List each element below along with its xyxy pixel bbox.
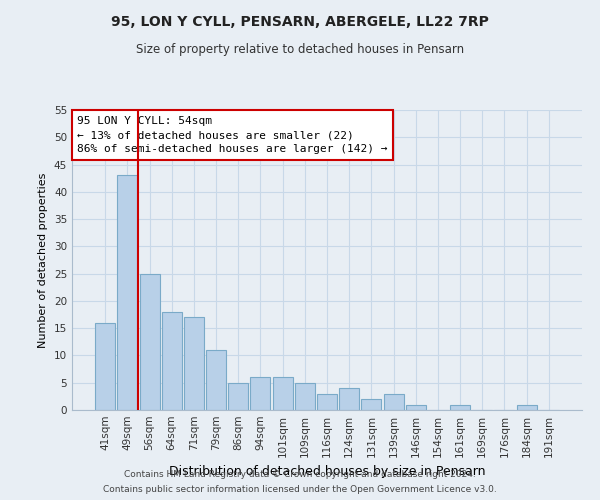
Bar [406,404,426,410]
Bar [184,318,204,410]
Bar [317,394,337,410]
Bar [228,382,248,410]
Bar [250,378,271,410]
Text: Contains HM Land Registry data © Crown copyright and database right 2024.: Contains HM Land Registry data © Crown c… [124,470,476,479]
Bar [162,312,182,410]
Bar [140,274,160,410]
Text: Contains public sector information licensed under the Open Government Licence v3: Contains public sector information licen… [103,485,497,494]
Y-axis label: Number of detached properties: Number of detached properties [38,172,49,348]
Bar [517,404,536,410]
Text: 95 LON Y CYLL: 54sqm
← 13% of detached houses are smaller (22)
86% of semi-detac: 95 LON Y CYLL: 54sqm ← 13% of detached h… [77,116,388,154]
Bar [206,350,226,410]
Text: 95, LON Y CYLL, PENSARN, ABERGELE, LL22 7RP: 95, LON Y CYLL, PENSARN, ABERGELE, LL22 … [111,15,489,29]
Bar [118,176,137,410]
Bar [450,404,470,410]
Text: Size of property relative to detached houses in Pensarn: Size of property relative to detached ho… [136,42,464,56]
Bar [339,388,359,410]
Bar [383,394,404,410]
X-axis label: Distribution of detached houses by size in Pensarn: Distribution of detached houses by size … [169,466,485,478]
Bar [361,399,382,410]
Bar [295,382,315,410]
Bar [272,378,293,410]
Bar [95,322,115,410]
